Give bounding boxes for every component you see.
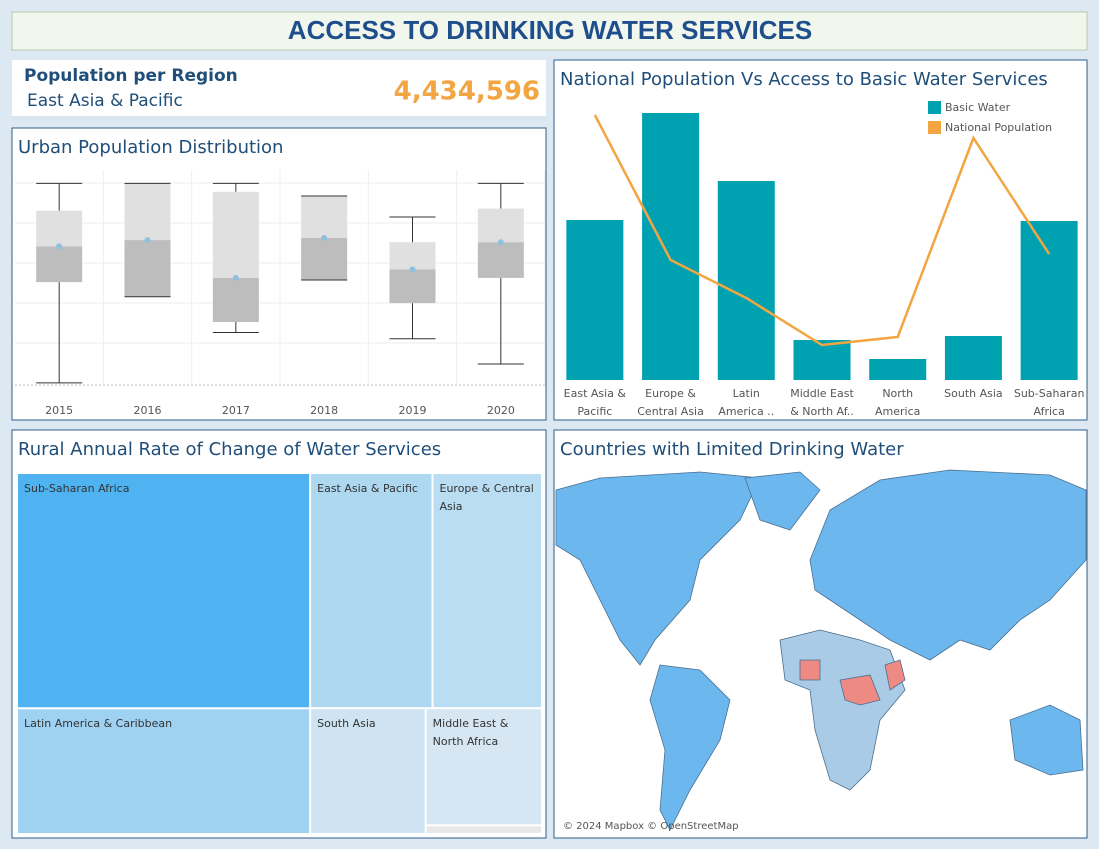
x-tick-label: East Asia & Pacific — [563, 387, 627, 418]
x-tick-label: Europe & Central Asia — [637, 387, 704, 418]
bar — [869, 359, 927, 380]
median-dot — [56, 243, 63, 250]
continent — [1009, 704, 1084, 776]
map-attribution: © 2024 Mapbox © OpenStreetMap — [563, 821, 739, 832]
tile-label: Middle East & North Africa — [432, 717, 509, 749]
bar — [717, 181, 775, 380]
box-upper — [212, 191, 259, 278]
kpi-strip — [12, 116, 546, 120]
x-tick-label: Sub-Saharan Africa — [1013, 387, 1085, 418]
treemap-tile — [18, 474, 310, 708]
box-upper — [477, 208, 524, 243]
box-upper — [36, 210, 83, 247]
treemap-tile — [311, 474, 432, 708]
treemap-tile — [433, 474, 541, 708]
tile-label: Europe & Central Asia — [439, 482, 534, 513]
kpi-panel — [12, 60, 546, 120]
legend-swatch — [928, 101, 941, 114]
panel-title: Urban Population Distribution — [18, 137, 283, 158]
line — [593, 114, 1051, 347]
box-lower — [212, 277, 259, 322]
treemap-tile — [311, 709, 425, 833]
x-tick-label: 2015 — [45, 404, 73, 417]
continent — [649, 664, 731, 831]
continent — [555, 471, 761, 666]
tile-label: Sub-Saharan Africa — [24, 482, 130, 495]
continent — [809, 469, 1087, 661]
box-lower — [389, 269, 436, 304]
x-tick-label: 2018 — [310, 404, 338, 417]
x-tick-label: 2020 — [487, 404, 515, 417]
kpi-region: East Asia & Pacific — [27, 91, 183, 111]
tile-label: East Asia & Pacific — [317, 482, 418, 495]
x-tick-label: South Asia — [944, 387, 1003, 400]
box-lower — [124, 240, 171, 297]
panel-title: Rural Annual Rate of Change of Water Ser… — [18, 439, 441, 460]
kpi-label: Population per Region — [24, 66, 238, 86]
title-box — [11, 11, 1088, 51]
median-dot — [144, 237, 151, 244]
median-dot — [409, 266, 416, 273]
x-tick-label: 2016 — [134, 404, 162, 417]
x-tick-label: 2017 — [222, 404, 250, 417]
bar — [1020, 221, 1078, 380]
dashboard-title: ACCESS TO DRINKING WATER SERVICES — [288, 15, 812, 45]
map — [555, 469, 1087, 836]
kpi-value: 4,434,596 — [394, 77, 540, 107]
bar — [793, 340, 851, 380]
continent — [744, 471, 821, 531]
treemap-tile — [18, 709, 310, 833]
median-dot — [497, 239, 504, 246]
highlight-region — [884, 659, 906, 691]
bar — [566, 220, 624, 380]
highlight-region — [839, 674, 881, 706]
legend-label: National Population — [945, 121, 1052, 134]
x-tick-label: Middle East & North Af.. — [790, 387, 854, 418]
box-upper — [389, 242, 436, 270]
tile-label: Latin America & Caribbean — [24, 717, 173, 731]
legend-swatch — [928, 121, 941, 134]
highlight-region — [799, 659, 821, 681]
panel-title: National Population Vs Access to Basic W… — [560, 69, 1048, 90]
box-lower — [477, 242, 524, 278]
box-lower — [301, 238, 348, 280]
treemap-tile — [426, 709, 541, 825]
box-upper — [301, 196, 348, 238]
bar — [944, 336, 1002, 380]
legend-label: Basic Water — [945, 101, 1011, 114]
median-dot — [321, 235, 328, 241]
median-dot — [232, 274, 239, 281]
bar — [642, 113, 700, 380]
x-tick-label: Latin America .. — [718, 387, 775, 418]
box-upper — [124, 183, 171, 241]
treemap-tile — [426, 826, 541, 833]
x-tick-label: North America — [875, 387, 921, 418]
panel-title: Countries with Limited Drinking Water — [560, 439, 904, 460]
tile-label: South Asia — [317, 717, 376, 731]
box-lower — [36, 246, 83, 283]
x-tick-label: 2019 — [399, 404, 427, 417]
panel — [11, 127, 547, 421]
